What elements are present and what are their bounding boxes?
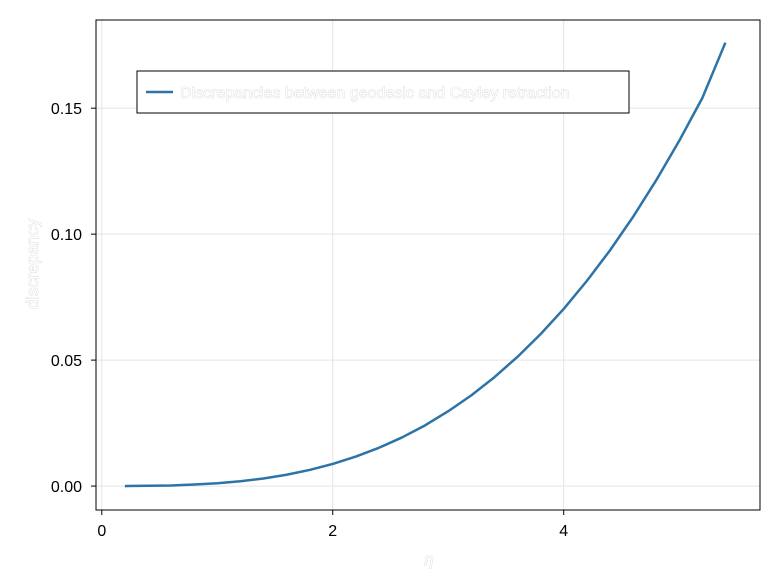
legend-box: [136, 70, 630, 114]
legend-label: Discrepancies between geodesic and Cayle…: [180, 85, 570, 102]
x-tick-label: 0: [97, 523, 106, 540]
x-tick-label: 2: [328, 523, 337, 540]
y-tick-label: 0.15: [51, 101, 82, 118]
y-tick-label: 0.05: [51, 353, 82, 370]
series-line: [124, 42, 727, 488]
y-tick-label: 0.00: [51, 479, 82, 496]
y-axis-title: discrepancy: [23, 218, 42, 309]
x-axis-title: η: [424, 550, 433, 569]
series-layer: [124, 42, 727, 488]
y-tick-label: 0.10: [51, 227, 82, 244]
x-tick-label: 4: [559, 523, 568, 540]
plot-frame: [95, 19, 761, 511]
axis-ticks: 0 2 4 0.00 0.05 0.10 0.15: [51, 101, 568, 540]
legend: Discrepancies between geodesic and Cayle…: [136, 70, 630, 114]
